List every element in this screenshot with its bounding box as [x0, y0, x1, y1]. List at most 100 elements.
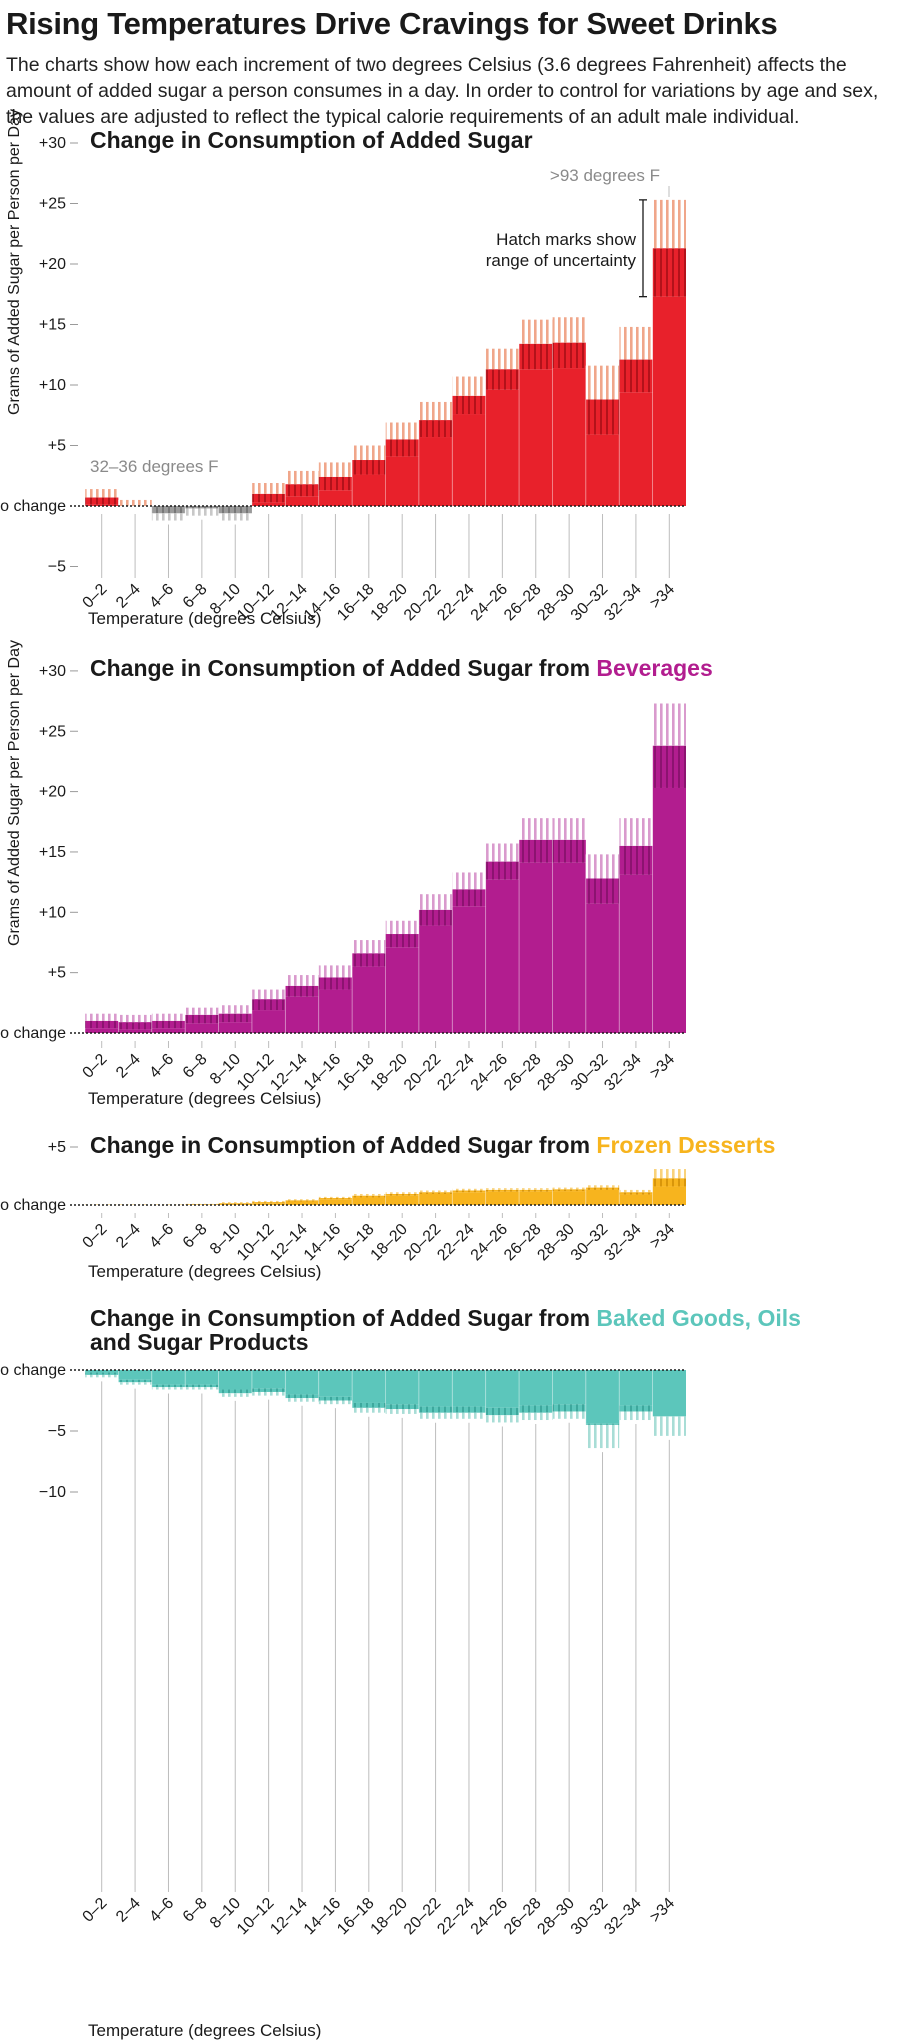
y-tick-label: +10	[39, 377, 66, 394]
bar-uncertainty-lower	[585, 1187, 620, 1190]
bar-uncertainty-upper	[285, 975, 319, 986]
bar-uncertainty-upper	[352, 940, 386, 954]
x-tick-label: 28–30	[534, 1051, 578, 1095]
bar-uncertainty-lower	[151, 506, 186, 514]
chart-title-lead: Change in Consumption of Added Sugar	[90, 127, 533, 153]
bar-uncertainty-upper	[251, 483, 286, 494]
annotation-low-temp: 32–36 degrees F	[90, 457, 219, 476]
x-tick-label: 0–2	[80, 1051, 111, 1082]
bar-uncertainty-upper	[185, 1007, 219, 1015]
y-tick-label: +5	[48, 965, 66, 982]
annotation-high-temp: >93 degrees F	[550, 166, 660, 185]
y-tick-label: +10	[39, 904, 66, 921]
bar-uncertainty-upper	[552, 317, 586, 343]
y-tick-label: +5	[48, 1139, 66, 1156]
bar-uncertainty-lower	[151, 1020, 186, 1029]
x-tick-label: 28–30	[534, 1221, 578, 1265]
bar	[385, 1195, 419, 1205]
x-tick-label: 22–24	[434, 1895, 478, 1939]
y-axis-title: Grams of Added Sugar per Person per Day	[6, 640, 23, 946]
bar	[151, 1370, 186, 1385]
x-tick-label: 6–8	[180, 1221, 211, 1252]
x-axis-title: Temperature (degrees Celsius)	[88, 1262, 321, 1281]
bar-uncertainty-lower	[285, 1394, 319, 1399]
bar-uncertainty-lower	[619, 1405, 653, 1412]
bar-uncertainty-upper	[519, 818, 553, 840]
x-tick-label: 10–12	[234, 1221, 278, 1265]
bar	[318, 1199, 353, 1205]
y-tick-label: +25	[39, 196, 66, 213]
bar	[218, 1022, 252, 1033]
bar	[352, 966, 386, 1033]
bar	[318, 490, 353, 506]
x-tick-label: 6–8	[180, 581, 211, 612]
bar	[318, 989, 353, 1033]
chart-title-lead: Change in Consumption of Added Sugar fro…	[90, 655, 596, 681]
bar	[418, 1193, 453, 1205]
chart-title: Change in Consumption of Added Sugar	[90, 127, 533, 153]
bar	[619, 1370, 653, 1406]
x-tick-label: 10–12	[234, 1895, 278, 1939]
bar-uncertainty-upper	[585, 365, 620, 400]
bar	[452, 1192, 486, 1205]
bar	[285, 1201, 319, 1205]
bar-uncertainty-lower	[85, 497, 119, 505]
chart-title-highlight-line2: and Sugar Products	[90, 1329, 309, 1355]
x-tick-label: 0–2	[80, 1221, 111, 1252]
bar	[118, 1029, 152, 1033]
bar-uncertainty-upper	[185, 1203, 219, 1205]
x-tick-label: 2–4	[113, 1221, 144, 1252]
bar-uncertainty-upper	[85, 489, 119, 498]
x-tick-label: 6–8	[180, 1051, 211, 1082]
x-tick-label: 4–6	[146, 1221, 177, 1252]
x-tick-label: 26–28	[501, 1895, 545, 1939]
y-axis-title: Grams of Added Sugar per Person per Day	[6, 109, 23, 415]
x-tick-label: 30–32	[568, 1051, 612, 1095]
bar	[251, 1370, 286, 1389]
bar	[285, 1370, 319, 1395]
bar	[652, 1186, 686, 1205]
x-tick-label: 16–18	[334, 581, 378, 625]
x-tick-label: 2–4	[113, 1895, 144, 1926]
bar-uncertainty-lower	[352, 1195, 386, 1198]
bar-uncertainty-upper	[385, 422, 419, 440]
bar-uncertainty-upper	[585, 1185, 620, 1188]
bar-uncertainty-upper	[151, 1387, 186, 1390]
bar-uncertainty-upper	[552, 1187, 586, 1190]
bar-uncertainty-upper	[452, 872, 486, 890]
x-tick-label: 20–22	[401, 581, 445, 625]
bar	[251, 1010, 286, 1033]
bar-uncertainty-lower	[118, 1379, 152, 1383]
x-tick-label: 22–24	[434, 1221, 478, 1265]
bar-uncertainty-lower	[218, 1389, 252, 1394]
page-title: Rising Temperatures Drive Cravings for S…	[6, 6, 778, 41]
page-subtitle: The charts show how each increment of tw…	[6, 54, 879, 128]
bar-uncertainty-lower	[385, 1193, 419, 1196]
bar-uncertainty-lower	[318, 1198, 353, 1200]
bar-uncertainty-upper	[318, 1196, 353, 1199]
bar	[452, 414, 486, 506]
x-tick-label: 14–16	[301, 1895, 345, 1939]
bar	[352, 1370, 386, 1403]
bar	[385, 1370, 419, 1405]
x-tick-label: 30–32	[568, 581, 612, 625]
bar-uncertainty-lower	[385, 439, 419, 457]
bar-uncertainty-upper	[218, 513, 252, 521]
x-tick-label: 14–16	[301, 1051, 345, 1095]
chart-title: Change in Consumption of Added Sugar fro…	[90, 655, 713, 681]
annotation-hatch-note-line2: range of uncertainty	[486, 251, 637, 270]
bar-uncertainty-upper	[619, 818, 653, 846]
x-tick-label: 4–6	[146, 1895, 177, 1926]
bar-uncertainty-lower	[585, 1423, 620, 1425]
bar-uncertainty-lower	[418, 1406, 453, 1413]
bar-uncertainty-upper	[519, 1188, 553, 1190]
y-tick-label: No change	[0, 1197, 66, 1214]
y-tick-label: +30	[39, 663, 66, 680]
x-tick-label: 26–28	[501, 1221, 545, 1265]
x-tick-label: 30–32	[568, 1221, 612, 1265]
bar-uncertainty-upper	[552, 1411, 586, 1419]
bar	[185, 1370, 219, 1385]
x-tick-label: 24–26	[468, 581, 512, 625]
